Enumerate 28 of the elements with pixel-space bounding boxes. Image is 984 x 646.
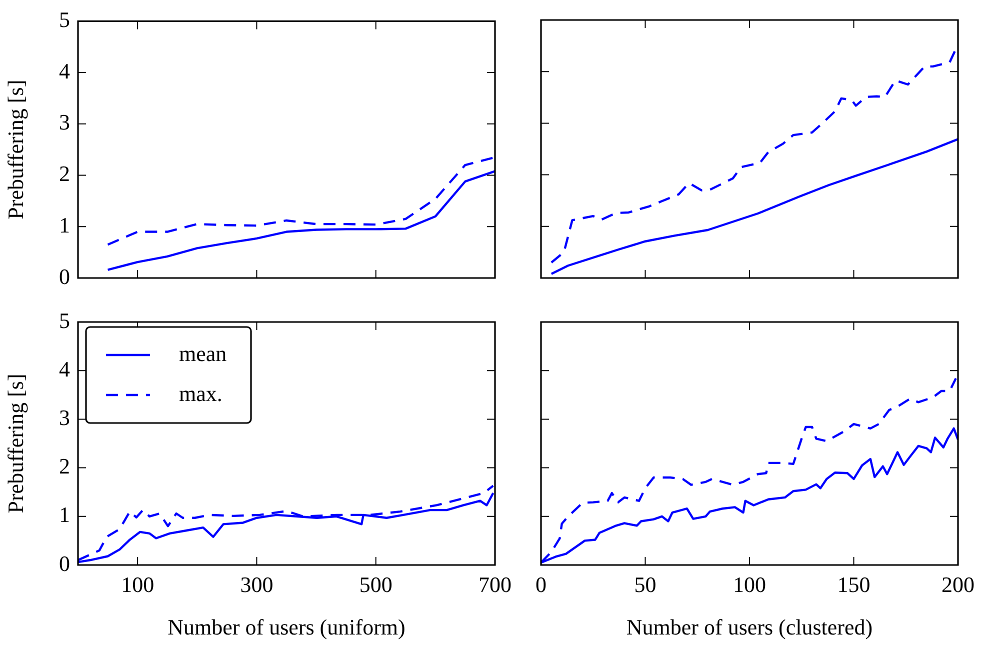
line-series: [106, 156, 495, 246]
x-tick-label: 50: [634, 572, 656, 597]
x-tick-label: 500: [359, 572, 392, 597]
y-tick-label: 0: [59, 264, 70, 289]
y-axis-title: Prebuffering [s]: [2, 374, 28, 514]
y-tick-label: 4: [59, 356, 70, 382]
legend-label: mean: [179, 340, 227, 366]
x-tick-label: 100: [121, 572, 154, 597]
y-tick-label: 2: [59, 454, 70, 479]
x-tick-label: 700: [478, 572, 512, 597]
x-axis-title: Number of users (clustered): [626, 614, 873, 640]
y-tick-label: 5: [59, 6, 70, 32]
y-tick-label: 1: [59, 502, 70, 528]
x-tick-label: 0: [536, 572, 546, 597]
y-tick-label: 2: [59, 161, 70, 186]
y-tick-label: 4: [59, 58, 70, 84]
x-axis-title: Number of users (uniform): [168, 614, 406, 640]
y-tick-label: 1: [59, 212, 70, 238]
y-tick-label: 5: [59, 308, 70, 333]
x-tick-label: 300: [240, 572, 274, 597]
y-tick-label: 3: [59, 404, 70, 430]
x-tick-label: 100: [733, 572, 766, 597]
x-tick-label: 200: [942, 572, 974, 597]
y-tick-label: 3: [59, 110, 70, 135]
x-tick-label: 150: [837, 572, 870, 597]
y-axis-title: Prebuffering [s]: [2, 80, 28, 220]
y-tick-label: 0: [59, 550, 70, 576]
legend-label: max.: [179, 380, 222, 406]
